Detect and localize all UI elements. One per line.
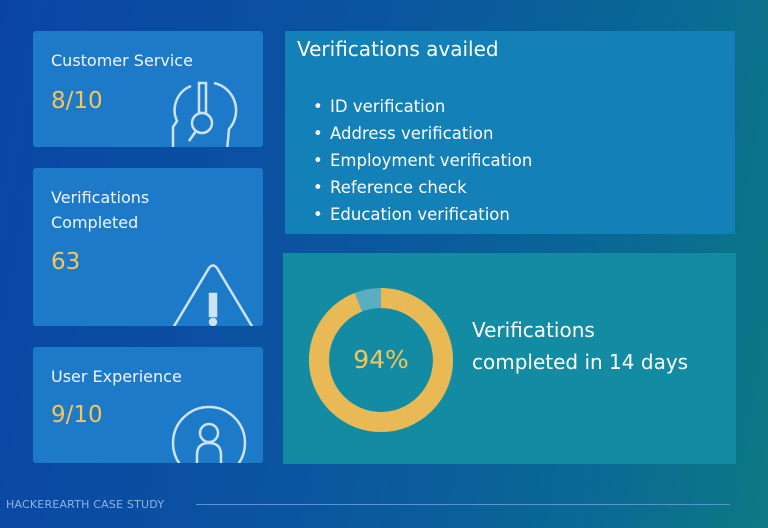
verification-list: ID verification Address verification Emp… [313,93,532,228]
user-icon [171,405,247,463]
card-title-line2: Completed [51,213,139,232]
user-experience-card: User Experience 9/10 [33,347,263,463]
completion-text: Verifications completed in 14 days [472,314,688,378]
donut-fill [309,288,453,432]
completion-text-line2: completed in 14 days [472,350,689,374]
completion-text-line1: Verifications [472,318,595,342]
list-item: ID verification [313,93,532,120]
donut-chart [309,288,453,432]
donut-percent-label: 94% [353,345,409,374]
verifications-availed-panel: Verifications availed ID verification Ad… [285,31,735,234]
warning-icon [172,264,254,326]
card-value: 63 [51,249,81,275]
panel-title: Verifications availed [297,37,499,61]
list-item: Employment verification [313,147,532,174]
card-value: 8/10 [51,88,103,114]
card-title: User Experience [51,367,182,386]
list-item: Address verification [313,120,532,147]
card-title: Customer Service [51,51,193,70]
completion-panel: 94% Verifications completed in 14 days [283,253,736,464]
customer-service-card: Customer Service 8/10 [33,31,263,147]
list-item: Reference check [313,174,532,201]
headset-icon [171,81,238,147]
footer-divider [196,504,730,505]
list-item: Education verification [313,201,532,228]
verifications-completed-card: Verifications Completed 63 [33,168,263,326]
card-title-line1: Verifications [51,188,150,207]
footer-text: HACKEREARTH CASE STUDY [6,498,165,511]
card-value: 9/10 [51,402,103,428]
